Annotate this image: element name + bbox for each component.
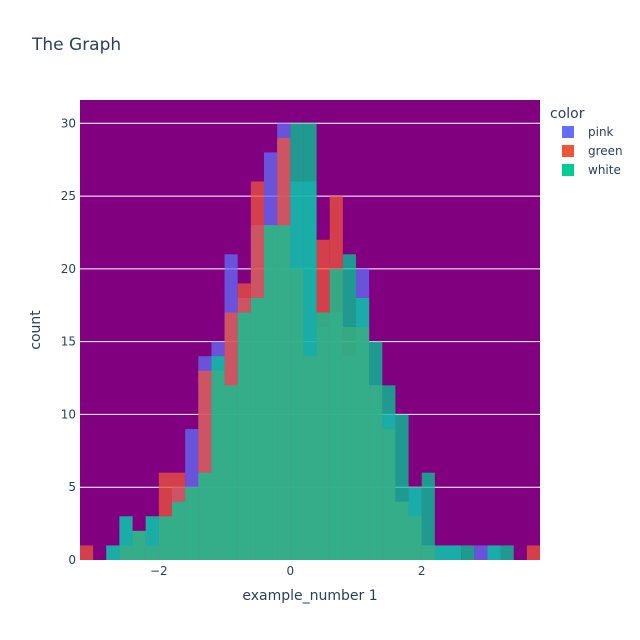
bar-white[interactable]	[290, 123, 304, 560]
x-tick-label: −2	[150, 564, 168, 578]
bar-white[interactable]	[185, 487, 199, 560]
legend-label: green	[588, 144, 623, 158]
x-tick-label: 2	[418, 564, 426, 578]
y-tick-label: 30	[61, 116, 76, 130]
x-tick-label: 0	[286, 564, 294, 578]
bar-white[interactable]	[303, 123, 317, 560]
bar-white[interactable]	[277, 225, 291, 560]
y-tick-label: 0	[68, 553, 76, 567]
bar-white[interactable]	[500, 545, 514, 560]
chart-title: The Graph	[31, 35, 121, 55]
y-axis-ticks: 0 5 10 15 20 25 30	[61, 116, 76, 567]
y-tick-label: 10	[61, 407, 76, 421]
bar-white[interactable]	[461, 545, 475, 560]
y-tick-label: 20	[61, 262, 76, 276]
y-tick-label: 15	[61, 335, 76, 349]
legend-swatch	[562, 126, 574, 138]
legend-item-pink[interactable]: pink	[562, 125, 614, 139]
series-white[interactable]	[106, 123, 514, 560]
bar-white[interactable]	[106, 545, 120, 560]
bar-white[interactable]	[329, 268, 343, 560]
x-axis-ticks: −2 0 2	[150, 564, 426, 578]
bar-white[interactable]	[421, 472, 435, 560]
y-tick-label: 5	[68, 480, 76, 494]
bar-white[interactable]	[487, 545, 501, 560]
y-tick-label: 25	[61, 189, 76, 203]
legend-swatch	[562, 164, 574, 176]
x-axis-title: example_number 1	[242, 588, 377, 604]
bar-green[interactable]	[526, 545, 540, 560]
bar-white[interactable]	[356, 297, 370, 560]
bar-white[interactable]	[119, 516, 133, 560]
legend[interactable]: color pink green white	[550, 106, 623, 177]
legend-title: color	[550, 106, 585, 122]
bar-white[interactable]	[395, 414, 409, 560]
bar-white[interactable]	[211, 356, 225, 560]
bar-white[interactable]	[198, 472, 212, 560]
bar-white[interactable]	[408, 487, 422, 560]
histogram-bars[interactable]	[80, 123, 540, 561]
bar-white[interactable]	[382, 385, 396, 560]
bar-white[interactable]	[237, 312, 251, 560]
bar-white[interactable]	[316, 312, 330, 560]
y-axis-title: count	[28, 310, 44, 350]
legend-label: white	[588, 163, 621, 177]
bar-white[interactable]	[250, 297, 264, 560]
legend-item-white[interactable]: white	[562, 163, 621, 177]
bar-white[interactable]	[342, 254, 356, 560]
bar-white[interactable]	[434, 545, 448, 560]
bar-white[interactable]	[145, 516, 159, 560]
bar-green[interactable]	[80, 545, 94, 560]
bar-white[interactable]	[158, 516, 172, 560]
bar-white[interactable]	[224, 385, 238, 560]
legend-label: pink	[588, 125, 614, 139]
legend-swatch	[562, 145, 574, 157]
bar-pink[interactable]	[474, 545, 488, 560]
bar-white[interactable]	[132, 530, 146, 560]
bar-white[interactable]	[172, 501, 186, 560]
bar-white[interactable]	[369, 341, 383, 560]
bar-white[interactable]	[264, 225, 278, 560]
legend-items[interactable]: pink green white	[562, 125, 623, 177]
bar-white[interactable]	[448, 545, 462, 560]
legend-item-green[interactable]: green	[562, 144, 623, 158]
